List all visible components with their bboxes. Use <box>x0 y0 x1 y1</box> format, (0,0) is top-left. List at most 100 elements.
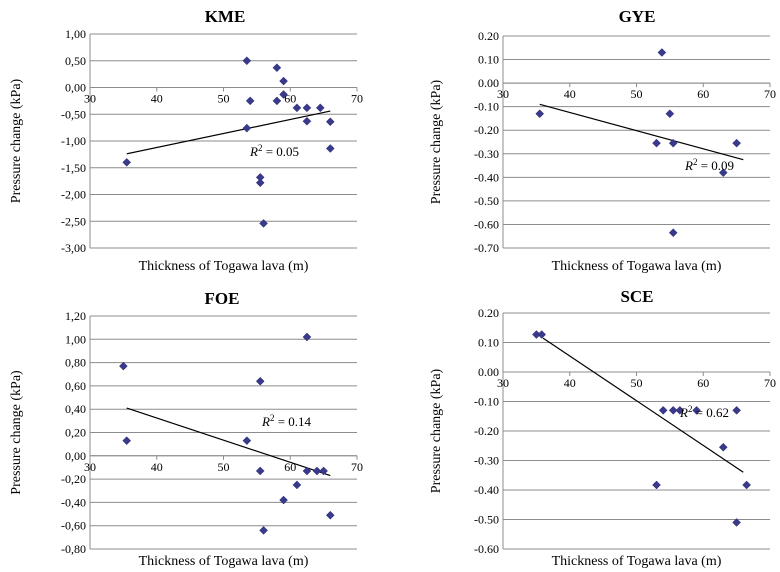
chart-panel-sce: 0.20 0.10 0.00 -0.10 -0.20 -0.30 -0.40 -0.50 -0.… <box>429 287 776 569</box>
y-tick-label: 0,00 <box>65 81 86 95</box>
y-tick-label: 0.20 <box>478 306 499 320</box>
x-tick-label: 40 <box>151 92 163 106</box>
r-squared-label: R2 = 0.62 <box>679 404 729 420</box>
y-tick-label: 0.00 <box>478 365 499 379</box>
x-tick-label: 30 <box>497 87 509 101</box>
data-point <box>255 376 265 386</box>
data-point <box>692 405 701 415</box>
chart-panel-foe: 1,20 1,00 0,80 0,60 0,40 0,20 0,00 -0,20 -0,40 -0… <box>9 289 363 569</box>
x-tick-label: 60 <box>697 87 709 101</box>
data-point <box>652 480 661 490</box>
y-tick-label: 0,20 <box>65 426 86 440</box>
x-tick-label: 50 <box>218 460 230 474</box>
y-axis-title: Pressure change (kPa) <box>9 370 24 495</box>
x-tick-label: 60 <box>697 376 709 390</box>
data-point <box>272 96 282 106</box>
data-point <box>302 103 312 113</box>
x-tick-label: 40 <box>151 460 163 474</box>
data-point <box>665 109 675 119</box>
x-tick-label: 30 <box>84 92 96 106</box>
data-point <box>325 117 335 127</box>
y-tick-label: -0.50 <box>474 194 499 208</box>
y-tick-label: 0,50 <box>65 54 86 68</box>
data-point <box>302 332 312 342</box>
y-tick-label: -3,00 <box>61 241 86 255</box>
y-tick-label: -0.10 <box>474 395 499 409</box>
y-tick-label: -2,00 <box>61 188 86 202</box>
y-tick-label: 1,00 <box>65 27 86 41</box>
y-tick-label: -0.60 <box>474 217 499 231</box>
y-tick-label: -0.70 <box>474 241 499 255</box>
data-point <box>742 480 751 490</box>
y-tick-label: -0,80 <box>61 542 86 556</box>
y-tick-label: 0,80 <box>65 356 86 370</box>
data-point <box>302 116 312 126</box>
y-tick-label: -0.50 <box>474 513 499 527</box>
y-tick-label: -0.40 <box>474 483 499 497</box>
data-point <box>718 442 728 452</box>
trendline <box>126 407 331 477</box>
data-point <box>732 138 741 148</box>
y-axis-title: Pressure change (kPa) <box>429 368 444 493</box>
data-point <box>119 361 128 371</box>
y-tick-label: 0,60 <box>65 379 86 393</box>
r-squared-label: R2 = 0.05 <box>249 143 299 159</box>
data-point <box>279 495 288 505</box>
r-squared-label: R2 = 0.14 <box>261 413 312 429</box>
data-point <box>272 63 282 73</box>
data-point <box>718 168 728 177</box>
data-point <box>535 109 545 119</box>
y-tick-label: -0.30 <box>474 147 499 161</box>
trendline <box>542 337 744 473</box>
data-point <box>122 436 132 446</box>
chart-title: FOE <box>205 289 240 308</box>
trendline <box>126 110 331 155</box>
data-point <box>242 56 252 66</box>
data-point <box>658 405 668 415</box>
y-tick-label: 0.10 <box>478 53 499 67</box>
data-point <box>675 405 685 415</box>
data-point <box>259 219 268 228</box>
y-axis-title: Pressure change (kPa) <box>9 78 24 203</box>
y-tick-label: 0,40 <box>65 402 86 416</box>
data-point <box>325 144 335 153</box>
y-tick-label: -1,00 <box>61 134 86 148</box>
data-point <box>242 123 252 133</box>
data-point <box>668 138 678 148</box>
y-tick-label: -0,40 <box>61 495 86 509</box>
y-tick-label: -0,60 <box>61 519 86 533</box>
x-axis-title: Thickness of Togawa lava (m) <box>552 554 722 569</box>
data-point <box>652 138 661 148</box>
y-tick-label: 1,20 <box>65 309 86 323</box>
x-tick-label: 30 <box>84 460 96 474</box>
data-point <box>242 436 252 446</box>
data-point <box>292 103 302 113</box>
data-point <box>668 228 678 238</box>
y-tick-label: -0.10 <box>474 100 499 114</box>
data-point <box>325 510 335 520</box>
y-tick-label: 0.20 <box>478 29 499 43</box>
x-tick-label: 50 <box>631 376 643 390</box>
y-tick-label: 0.00 <box>478 76 499 90</box>
chart-title: GYE <box>619 7 656 26</box>
x-tick-label: 40 <box>564 87 576 101</box>
data-point <box>279 90 288 99</box>
y-tick-label: -1,50 <box>61 161 86 175</box>
data-point <box>319 466 328 476</box>
trendline <box>539 103 744 161</box>
chart-title: SCE <box>620 287 653 306</box>
x-tick-label: 30 <box>497 376 509 390</box>
data-point <box>657 48 667 57</box>
y-tick-label: 0,00 <box>65 449 86 463</box>
x-axis-title: Thickness of Togawa lava (m) <box>139 554 309 569</box>
chart-title: KME <box>205 7 246 26</box>
chart-panel-kme: 1,00 0,50 0,00 -0,50 -1,00 -1,50 -2,00 -2,50 -3,… <box>9 7 363 274</box>
y-tick-label: -2,50 <box>61 214 86 228</box>
data-point <box>302 466 312 476</box>
data-point <box>292 480 302 490</box>
y-tick-label: -0.20 <box>474 424 499 438</box>
y-tick-label: -0.30 <box>474 454 499 468</box>
data-point <box>279 76 288 86</box>
data-point <box>245 96 255 106</box>
